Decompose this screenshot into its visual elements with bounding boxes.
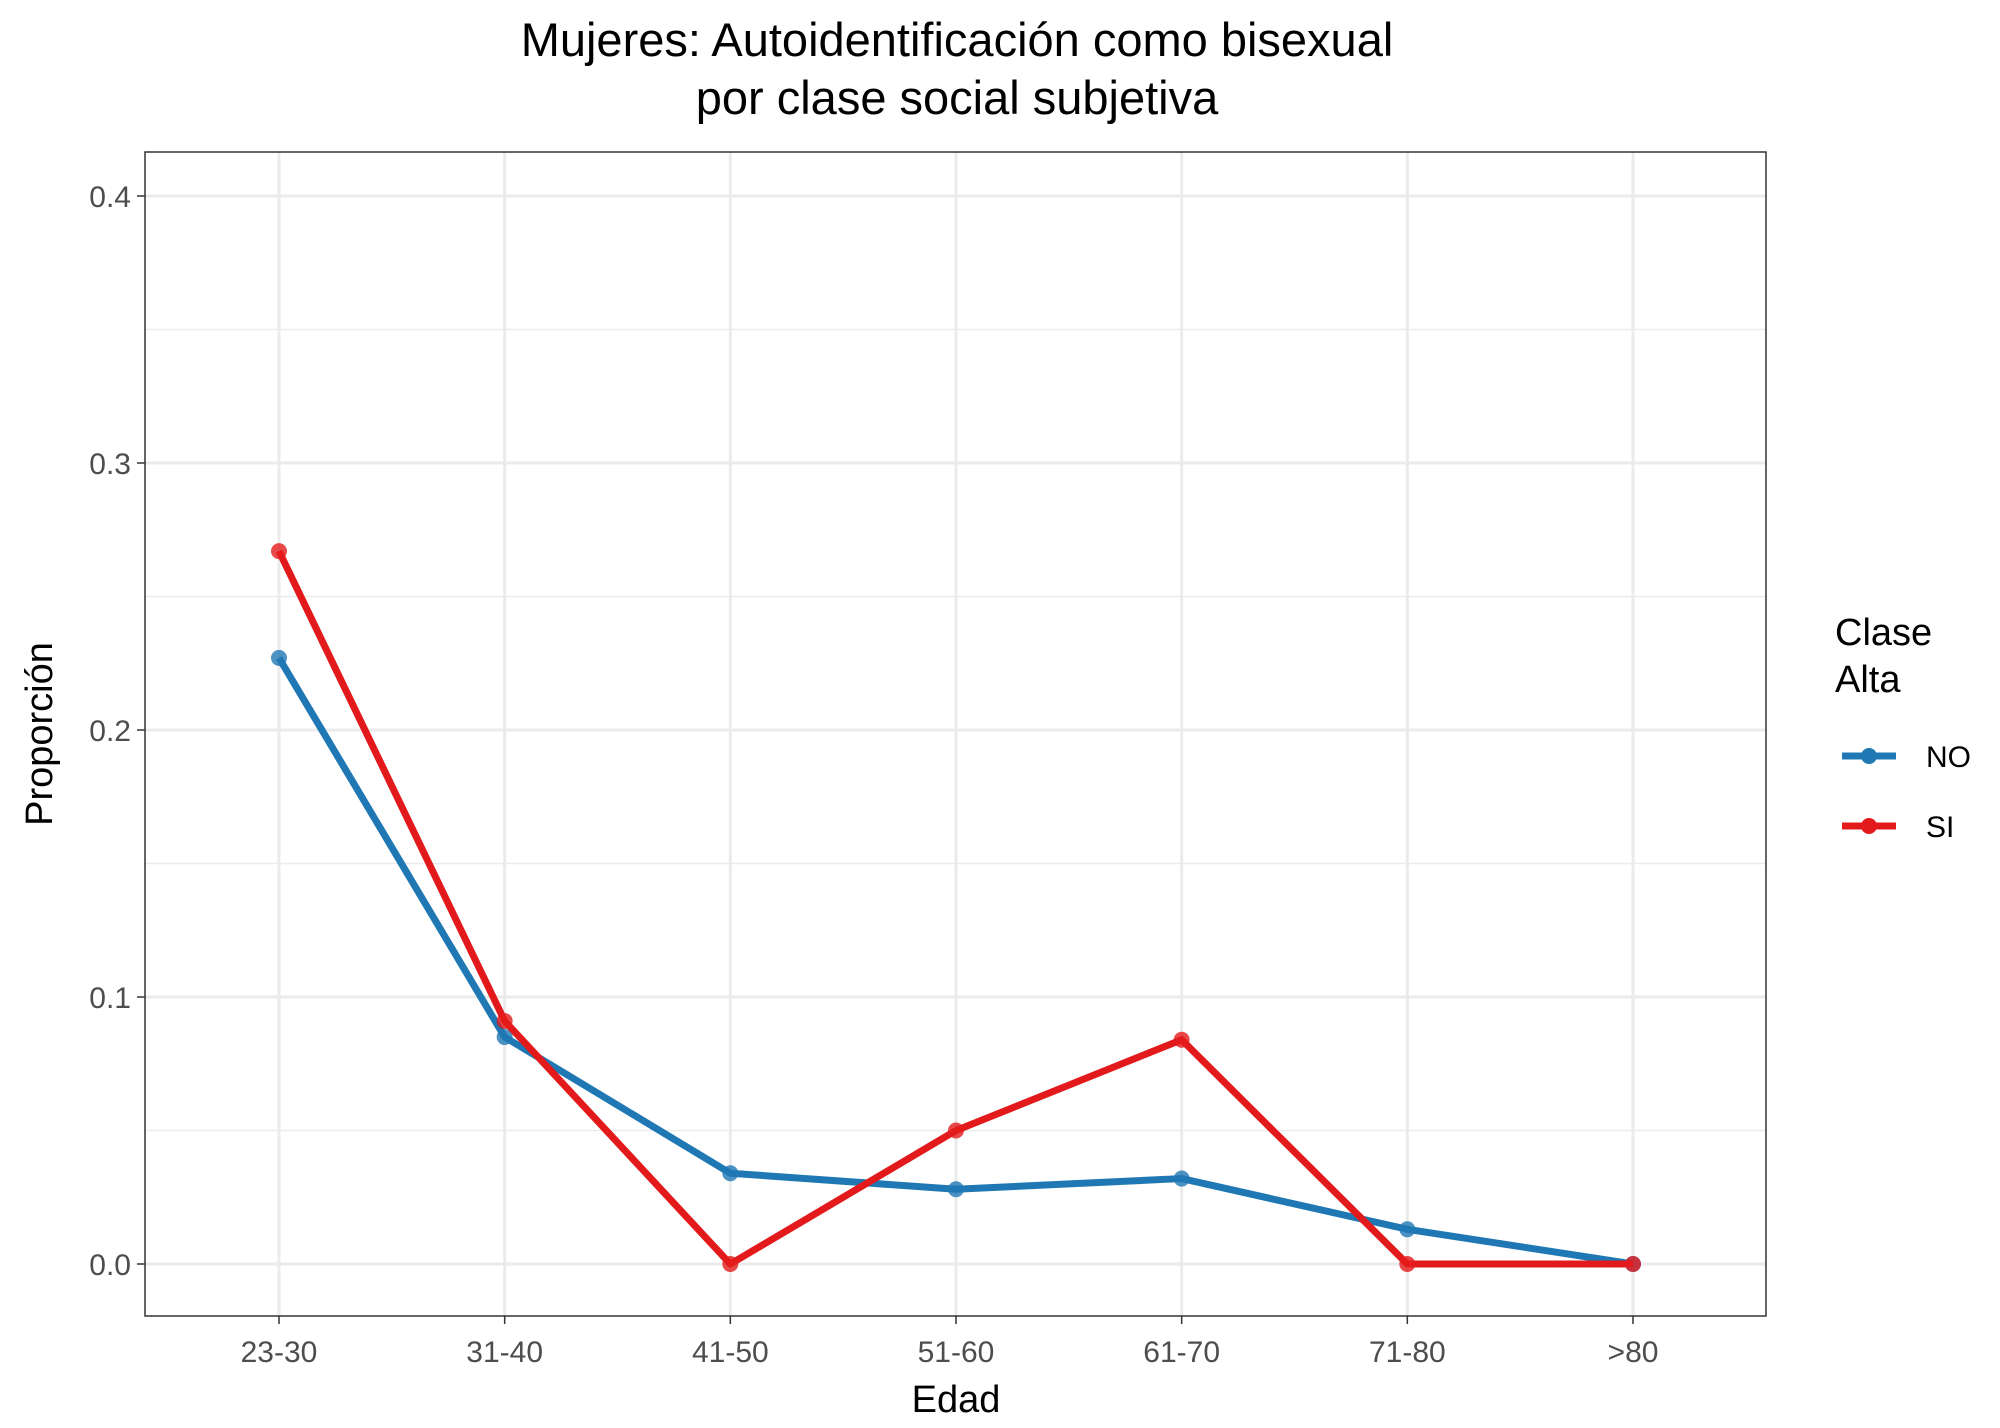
x-tick-label: 23-30 — [241, 1336, 318, 1369]
data-point-no — [948, 1181, 964, 1198]
legend-label-no: NO — [1926, 741, 1971, 774]
data-point-no — [496, 1029, 513, 1046]
data-point-si — [1625, 1256, 1641, 1272]
x-tick-label: 51-60 — [918, 1336, 995, 1369]
x-tick-label: >80 — [1608, 1336, 1659, 1369]
data-point-no — [271, 649, 287, 666]
x-axis-label: Edad — [912, 1379, 1001, 1421]
data-point-no — [1399, 1221, 1416, 1238]
legend-title-line1: Clase — [1835, 612, 1932, 654]
plot-panel-border — [144, 151, 1767, 1317]
legend: Clase Alta NO SI — [1835, 612, 1971, 844]
y-tick-label: 0.3 — [89, 448, 131, 481]
legend-title-line2: Alta — [1835, 659, 1901, 701]
data-point-si — [496, 1013, 513, 1030]
data-point-no — [722, 1165, 739, 1182]
chart-title: Mujeres: Autoidentificación como bisexua… — [521, 13, 1394, 66]
x-tick-label: 41-50 — [692, 1336, 769, 1369]
data-point-si — [1399, 1256, 1416, 1272]
chart-subtitle: por clase social subjetiva — [696, 71, 1219, 124]
y-tick-label: 0.4 — [89, 181, 131, 214]
y-tick-label: 0.0 — [89, 1249, 131, 1282]
data-point-si — [1173, 1031, 1190, 1048]
x-tick-label: 31-40 — [466, 1336, 543, 1369]
x-tick-label: 61-70 — [1143, 1336, 1220, 1369]
data-point-si — [271, 543, 287, 560]
data-point-si — [722, 1256, 739, 1272]
y-tick-label: 0.1 — [89, 982, 131, 1015]
data-point-si — [948, 1122, 964, 1139]
legend-label-si: SI — [1926, 811, 1954, 844]
x-tick-label: 71-80 — [1369, 1336, 1446, 1369]
legend-key-point — [1861, 748, 1877, 764]
legend-key-point — [1861, 818, 1877, 834]
y-axis-label: Proporción — [19, 642, 61, 826]
y-tick-label: 0.2 — [89, 715, 131, 748]
data-point-no — [1173, 1170, 1190, 1187]
